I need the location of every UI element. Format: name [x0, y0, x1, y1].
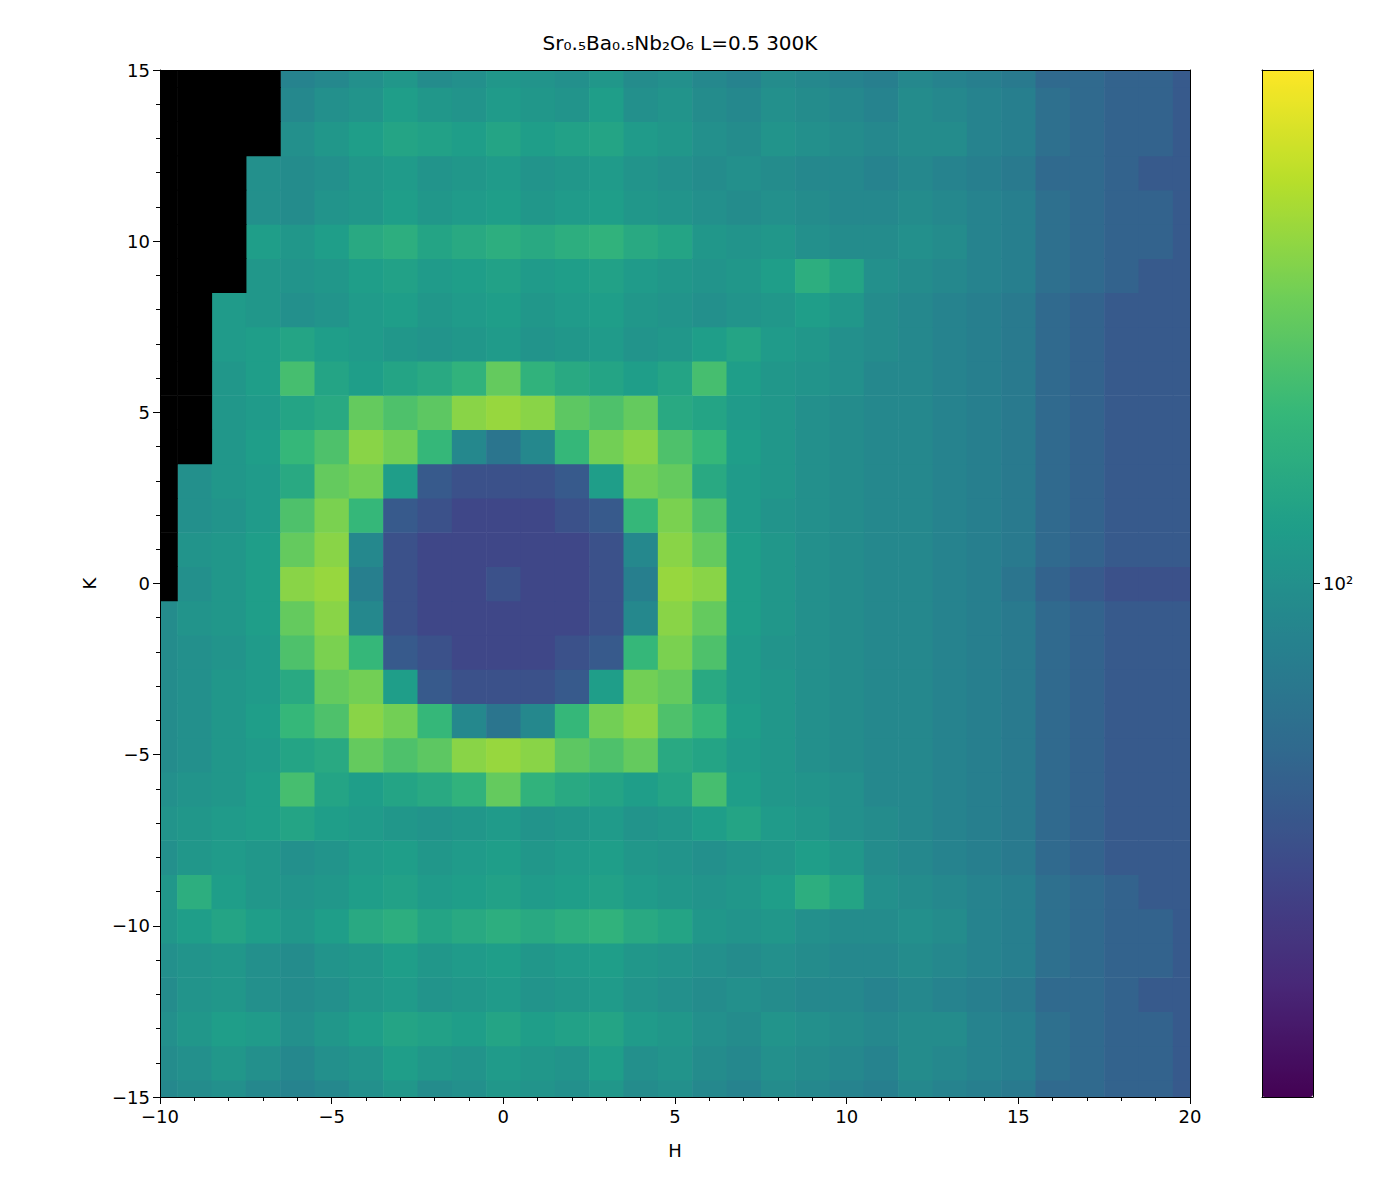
svg-text:−5: −5 — [123, 744, 150, 765]
svg-text:10: 10 — [835, 1106, 858, 1127]
svg-text:Sr₀.₅Ba₀.₅Nb₂O₆ L=0.5 300K: Sr₀.₅Ba₀.₅Nb₂O₆ L=0.5 300K — [543, 31, 819, 55]
svg-text:15: 15 — [127, 60, 150, 81]
svg-text:0: 0 — [498, 1106, 509, 1127]
svg-text:−5: −5 — [318, 1106, 345, 1127]
svg-text:0: 0 — [139, 573, 150, 594]
svg-text:5: 5 — [669, 1106, 680, 1127]
svg-text:K: K — [79, 576, 100, 589]
svg-text:10²: 10² — [1323, 573, 1353, 594]
svg-text:10: 10 — [127, 231, 150, 252]
svg-text:20: 20 — [1179, 1106, 1202, 1127]
svg-text:−10: −10 — [141, 1106, 179, 1127]
svg-text:H: H — [668, 1140, 682, 1161]
svg-text:15: 15 — [1007, 1106, 1030, 1127]
svg-text:5: 5 — [139, 402, 150, 423]
svg-text:−15: −15 — [112, 1087, 150, 1108]
svg-text:−10: −10 — [112, 915, 150, 936]
